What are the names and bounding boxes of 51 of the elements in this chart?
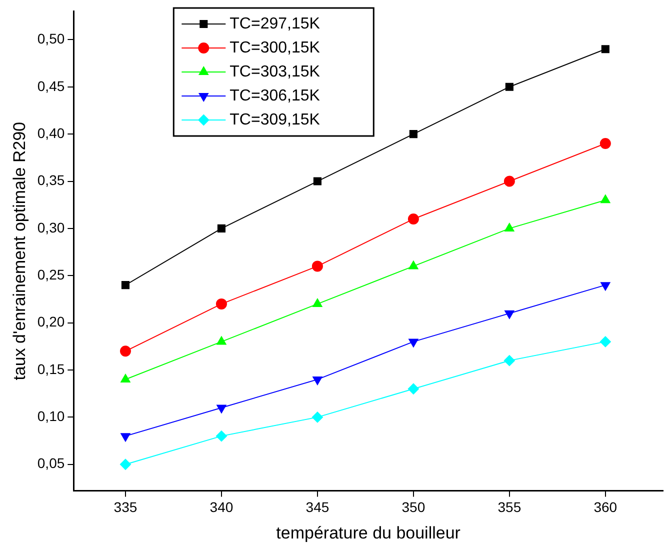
y-tick-label: 0,15 — [37, 360, 65, 377]
legend-label: TC=303,15K — [230, 63, 320, 80]
point — [120, 346, 131, 357]
legend-label: TC=309,15K — [230, 111, 320, 128]
point — [216, 430, 227, 442]
x-tick-label: 335 — [114, 499, 138, 516]
point — [504, 222, 514, 232]
point — [408, 383, 419, 394]
point — [217, 224, 226, 232]
point — [504, 176, 515, 187]
point — [120, 433, 130, 442]
legend-label: TC=300,15K — [230, 39, 320, 56]
point — [216, 404, 226, 414]
x-tick-label: 355 — [498, 499, 522, 516]
point — [216, 298, 227, 310]
point — [121, 281, 130, 290]
y-tick-label: 0,05 — [37, 455, 65, 472]
point — [312, 260, 323, 272]
point — [601, 45, 610, 54]
x-tick-label: 345 — [306, 499, 330, 516]
point — [312, 412, 323, 423]
legend-label: TC=297,15K — [230, 15, 320, 32]
point — [600, 282, 610, 291]
point — [600, 138, 611, 150]
y-axis-title: taux d'enrainement optimale R290 — [10, 122, 29, 380]
point — [504, 355, 515, 366]
point — [408, 260, 418, 270]
point — [408, 338, 418, 348]
x-tick-label: 360 — [594, 499, 618, 516]
point — [505, 82, 514, 91]
point — [216, 336, 226, 345]
point — [409, 130, 418, 138]
y-tick-label: 0,10 — [37, 408, 65, 424]
y-tick-label: 0,50 — [37, 30, 65, 47]
x-axis-title: température du bouilleur — [276, 523, 461, 542]
point — [120, 458, 131, 470]
x-tick-label: 350 — [402, 499, 426, 516]
y-tick-label: 0,25 — [37, 266, 65, 282]
point — [408, 214, 419, 225]
y-tick-label: 0,30 — [37, 219, 65, 236]
point — [313, 177, 322, 186]
point — [600, 336, 611, 348]
y-tick-label: 0,35 — [37, 172, 65, 188]
y-tick-label: 0,45 — [37, 78, 65, 94]
legend-label: TC=306,15K — [230, 87, 320, 104]
y-tick-label: 0,20 — [37, 314, 65, 330]
point — [600, 194, 610, 204]
y-tick-label: 0,40 — [37, 124, 65, 141]
point — [312, 376, 322, 385]
x-tick-label: 340 — [210, 499, 234, 516]
point — [504, 310, 514, 319]
